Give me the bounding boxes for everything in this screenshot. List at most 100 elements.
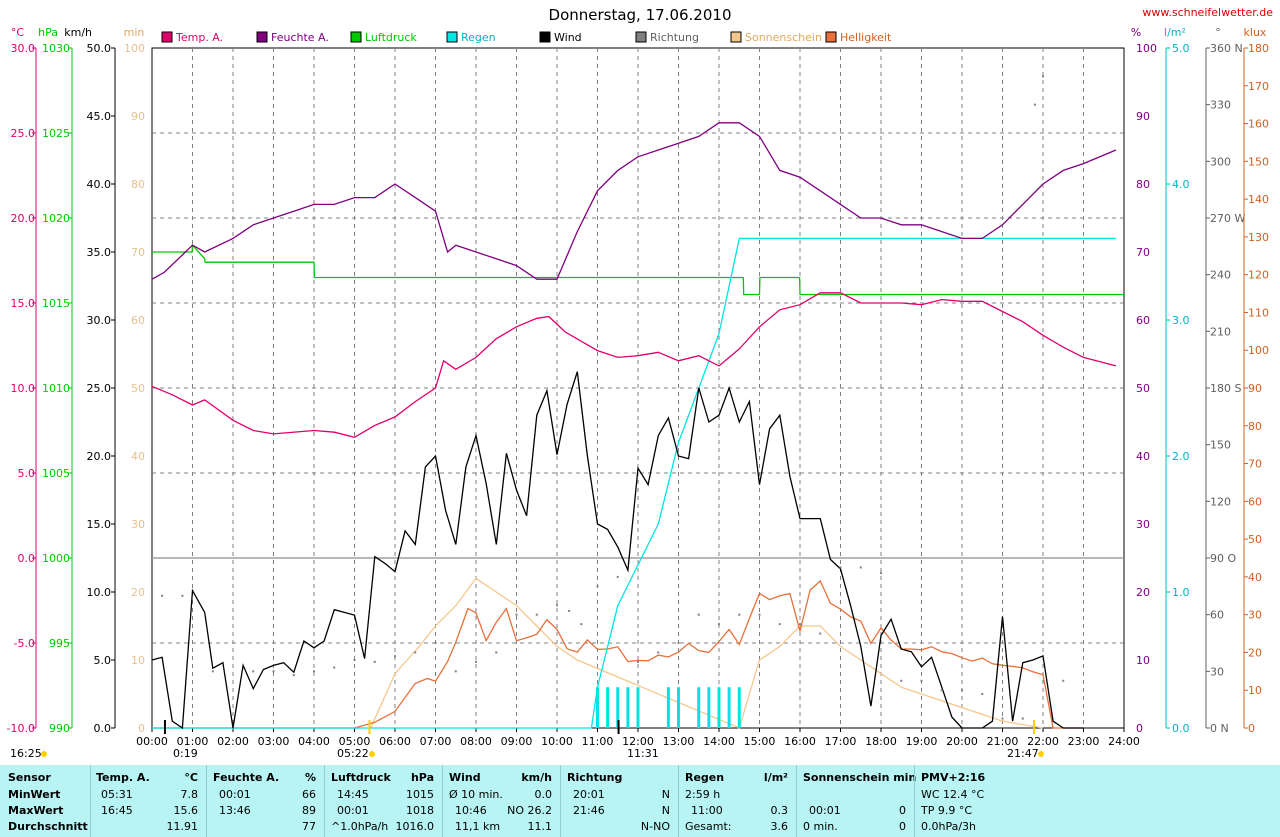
unit-pressure: hPa: [38, 26, 58, 39]
direction-min-value: N: [661, 788, 670, 801]
x-tick-label: 22:00: [1027, 735, 1059, 748]
direction-point: [515, 613, 518, 616]
tick-label-rain: 1.0: [1172, 586, 1190, 599]
x-tick-label: 04:00: [298, 735, 330, 748]
humidity-min-value: 66: [302, 788, 316, 801]
direction-point: [940, 689, 943, 692]
unit-temp: °C: [11, 26, 25, 39]
tick-label-humidity: 40: [1136, 450, 1150, 463]
wind-max-value: NO 26.2: [507, 804, 552, 817]
tick-label-brightness: 170: [1248, 80, 1269, 93]
direction-point: [718, 623, 720, 626]
sunset-sun-icon: [1038, 751, 1044, 757]
pressure-header: Luftdruck: [331, 771, 391, 784]
tick-label-humidity: 50: [1136, 382, 1150, 395]
tick-label-pressure: 1025: [42, 127, 70, 140]
tick-label-temp: 30.0: [11, 42, 36, 55]
direction-point: [556, 604, 558, 607]
weather-chart: Donnerstag, 17.06.2010 www.schneifelwett…: [6, 6, 1274, 760]
col-pmv: PMV+2:16 WC 12.4 °C TP 9.9 °C 0.0hPa/3h: [914, 765, 1280, 837]
direction-min-time: 20:01: [573, 788, 605, 801]
tick-label-direction: 150: [1210, 439, 1231, 452]
col-wind: Wind km/h Ø 10 min. 0.0 10:46 NO 26.2 11…: [442, 765, 560, 837]
x-tick-label: 05:00: [339, 735, 371, 748]
x-tick-label: 03:00: [258, 735, 290, 748]
series-luftdruck: [152, 243, 1124, 296]
tick-label-temp: 15.0: [11, 297, 36, 310]
temp-unit: °C: [184, 771, 198, 784]
x-tick-label: 19:00: [906, 735, 938, 748]
tick-label-rain: 5.0: [1172, 42, 1190, 55]
temp-avg-value: 11.91: [166, 820, 199, 833]
x-tick-label: 08:00: [460, 735, 492, 748]
legend-label: Feuchte A.: [271, 31, 329, 44]
col-direction: Richtung 20:01 N 21:46 N N-NO: [560, 765, 678, 837]
direction-avg-value: N-NO: [640, 820, 670, 833]
tick-label-brightness: 10: [1248, 684, 1262, 697]
tick-label-brightness: 0: [1248, 722, 1255, 735]
pressure-max-time: 00:01: [337, 804, 369, 817]
direction-max-value: N: [661, 804, 670, 817]
humidity-avg-value: 77: [302, 820, 316, 833]
tick-label-rain: 3.0: [1172, 314, 1190, 327]
legend: Temp. A. Feuchte A. Luftdruck Regen Wind Rich…: [161, 31, 892, 44]
tick-label-sunshine: 0: [138, 722, 145, 735]
legend-swatch: [825, 31, 837, 43]
humidity-unit: %: [304, 771, 316, 784]
unit-rain: l/m²: [1164, 26, 1186, 39]
tick-label-humidity: 60: [1136, 314, 1150, 327]
direction-point: [880, 572, 882, 575]
x-tick-label: 01:00: [177, 735, 209, 748]
website-link[interactable]: www.schneifelwetter.de: [1142, 6, 1273, 19]
tick-label-sunshine: 50: [131, 382, 145, 395]
col-humidity: Feuchte A. % 00:01 66 13:46 89 77: [206, 765, 324, 837]
direction-point: [596, 585, 599, 588]
tick-label-pressure: 995: [49, 637, 70, 650]
pmv-dewpoint: TP 9.9 °C: [921, 804, 973, 817]
direction-point: [1021, 717, 1024, 720]
wind-max-time: 10:46: [455, 804, 487, 817]
moon-mid-label: 11:31: [627, 747, 659, 760]
pressure-min-time: 14:45: [337, 788, 369, 801]
axes: 00:00 01:00 02:00 03:00 04:00 05:00 06:00 07:00…: [7, 42, 1269, 748]
direction-point: [580, 623, 583, 626]
sunshine-header: Sonnenschein min: [803, 771, 917, 784]
tick-label-brightness: 120: [1248, 269, 1269, 282]
wind-unit: km/h: [521, 771, 552, 784]
tick-label-temp: -10.0: [7, 722, 35, 735]
direction-point: [900, 679, 903, 682]
tick-label-wind: 50.0: [87, 42, 112, 55]
legend-swatch: [446, 31, 458, 43]
direction-point: [414, 651, 417, 654]
tick-label-rain: 4.0: [1172, 178, 1190, 191]
unit-sunshine: min: [124, 26, 145, 39]
direction-point: [738, 613, 741, 616]
direction-point: [616, 575, 619, 578]
moon-left-label: 0:19: [173, 747, 198, 760]
x-tick-label: 16:00: [784, 735, 816, 748]
tick-label-wind: 10.0: [87, 586, 112, 599]
tick-label-direction: 270 W: [1210, 212, 1245, 225]
sunset-label: 21:47: [1007, 747, 1039, 760]
direction-point: [758, 613, 761, 616]
tick-label-sunshine: 70: [131, 246, 145, 259]
legend-label: Helligkeit: [840, 31, 892, 44]
series-feuchte-a: [151, 122, 1117, 280]
direction-point: [961, 689, 963, 692]
wind-run: 11,1 km: [455, 820, 501, 833]
x-tick-label: 06:00: [379, 735, 411, 748]
tick-label-temp: 20.0: [11, 212, 36, 225]
tick-label-direction: 90 O: [1210, 552, 1236, 565]
tick-label-brightness: 90: [1248, 382, 1262, 395]
tick-label-brightness: 100: [1248, 344, 1269, 357]
temp-max-value: 15.6: [173, 804, 199, 817]
direction-point: [211, 670, 214, 673]
pressure-avg-value: 1016.0: [395, 820, 435, 833]
tick-label-brightness: 180: [1248, 42, 1269, 55]
legend-swatch: [635, 31, 647, 43]
tick-label-pressure: 1015: [42, 297, 70, 310]
tick-label-direction: 240: [1210, 269, 1231, 282]
rain-total-label: Gesamt:: [685, 820, 732, 833]
tick-label-sunshine: 20: [131, 586, 145, 599]
tick-label-pressure: 1005: [42, 467, 70, 480]
